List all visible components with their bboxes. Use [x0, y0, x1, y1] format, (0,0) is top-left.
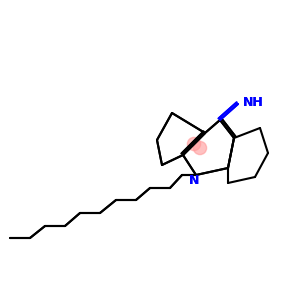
Text: N: N [189, 174, 200, 187]
Circle shape [194, 141, 207, 154]
Text: NH: NH [242, 96, 263, 109]
Text: NH: NH [242, 96, 263, 109]
Text: N: N [189, 174, 200, 187]
Circle shape [188, 137, 201, 151]
